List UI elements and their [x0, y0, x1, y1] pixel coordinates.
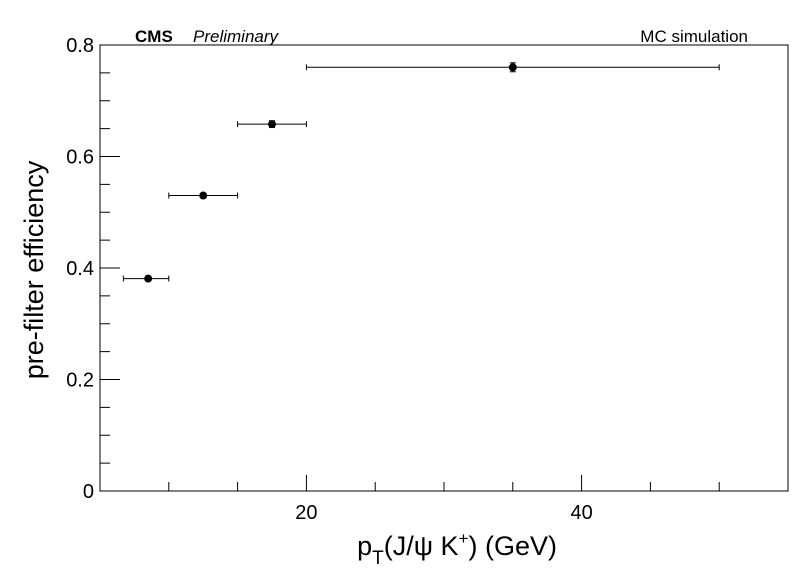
data-marker: [144, 274, 153, 283]
y-tick-label: 0: [83, 481, 94, 503]
x-axis-label: pT(J/ψ K+) (GeV): [357, 529, 557, 569]
data-marker: [268, 120, 276, 129]
x-axis-label-sup: +: [459, 529, 469, 548]
header-right: MC simulation: [640, 27, 748, 46]
y-axis-label: pre-filter efficiency: [19, 160, 49, 379]
y-tick-label: 0.8: [66, 35, 94, 57]
header-left-italic: Preliminary: [193, 27, 280, 46]
x-axis-label-sub: T: [372, 548, 384, 569]
y-tick-label: 0.4: [66, 258, 94, 280]
data-point: [122, 274, 170, 283]
x-tick-label: 40: [570, 502, 592, 524]
data-marker: [508, 63, 517, 72]
tick-labels-layer: 20 40 0 0.2 0.4 0.6 0.8: [66, 35, 593, 524]
x-axis-label-paren: (J/ψ K: [384, 531, 459, 561]
x-tick-label: 20: [295, 502, 317, 524]
data-point: [168, 191, 239, 200]
data-marker: [199, 191, 208, 200]
plot-frame: [99, 44, 789, 492]
y-tick-label: 0.2: [66, 370, 94, 392]
data-point: [305, 62, 720, 73]
ticks-layer: [100, 44, 720, 492]
x-axis-label-main: p: [357, 531, 372, 561]
y-tick-label: 0.6: [66, 147, 94, 169]
header-left-bold: CMS: [135, 27, 173, 46]
data-point: [237, 120, 307, 129]
points-layer: [122, 62, 720, 283]
x-axis-label-unit: ) (GeV): [468, 531, 557, 561]
